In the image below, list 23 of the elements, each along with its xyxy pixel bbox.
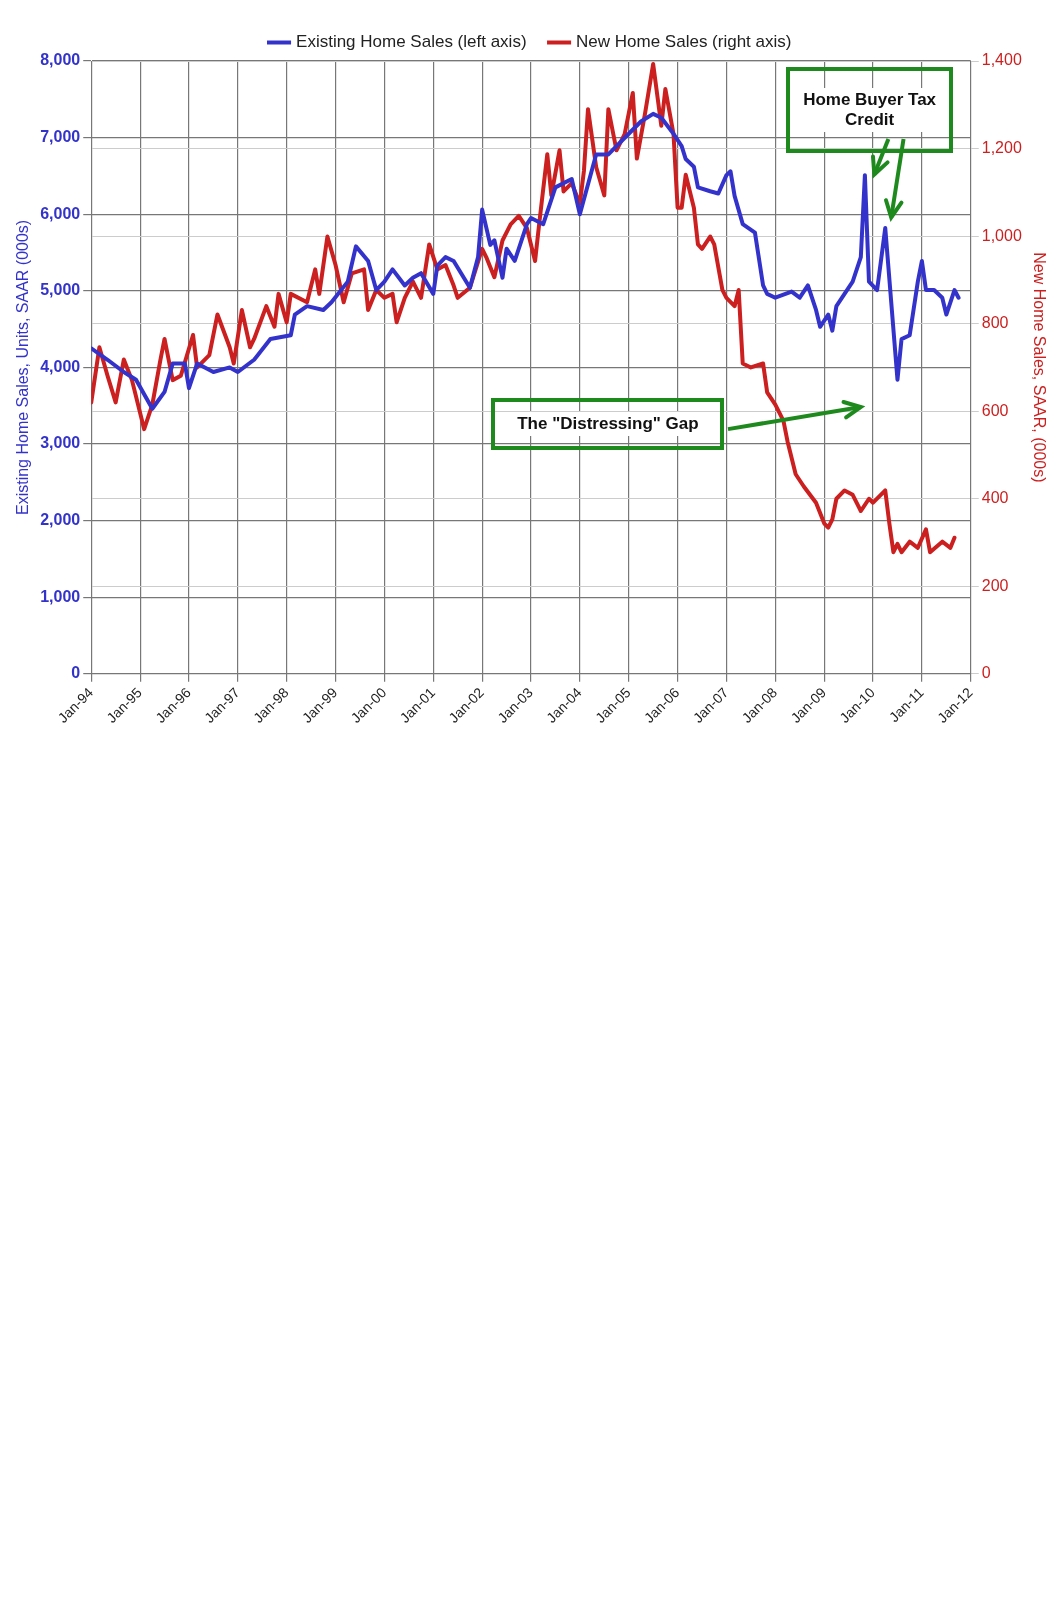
y2-tick-label: 200 [981, 576, 1009, 594]
y-tick-label: 1,000 [40, 587, 81, 605]
y-tick-label: 3,000 [40, 434, 81, 452]
y2-tick-label: 600 [981, 401, 1009, 419]
y-tick-label: 4,000 [40, 357, 81, 375]
legend-label: New Home Sales (right axis) [576, 32, 792, 52]
y2-tick-label: 400 [981, 489, 1009, 507]
y-tick-label: 8,000 [40, 51, 81, 69]
y-axis-title: Existing Home Sales, Units, SAAR (000s) [14, 219, 32, 516]
y-tick-label: 6,000 [40, 204, 81, 222]
y-tick-label: 0 [71, 664, 81, 682]
y2-tick-label: 1,400 [981, 51, 1022, 69]
y-tick-label: 7,000 [40, 128, 81, 146]
y-tick-label: 5,000 [40, 281, 81, 299]
annotation: The "Distressing" Gap [513, 412, 703, 437]
legend-label: Existing Home Sales (left axis) [296, 32, 527, 52]
y2-axis-title: New Home Sales, SAAR, (000s) [1030, 252, 1048, 483]
y2-tick-label: 0 [981, 664, 991, 682]
y2-tick-label: 1,000 [981, 226, 1022, 244]
annotation: Home Buyer Tax Credit [796, 88, 944, 133]
y-tick-label: 2,000 [40, 511, 81, 529]
y2-tick-label: 800 [981, 314, 1009, 332]
y2-tick-label: 1,200 [981, 138, 1022, 156]
